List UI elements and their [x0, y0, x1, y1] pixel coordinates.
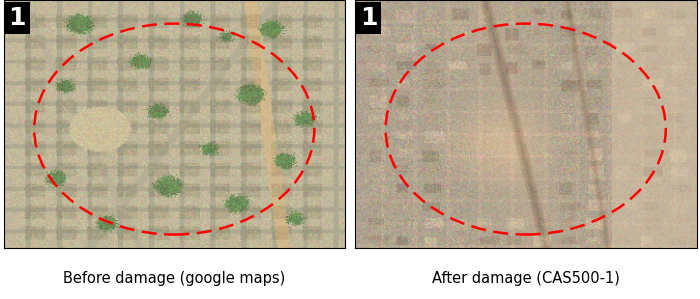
Text: Before damage (google maps): Before damage (google maps): [63, 271, 286, 286]
Text: After damage (CAS500-1): After damage (CAS500-1): [432, 271, 620, 286]
Text: 1: 1: [360, 6, 377, 30]
Text: 1: 1: [8, 6, 26, 30]
